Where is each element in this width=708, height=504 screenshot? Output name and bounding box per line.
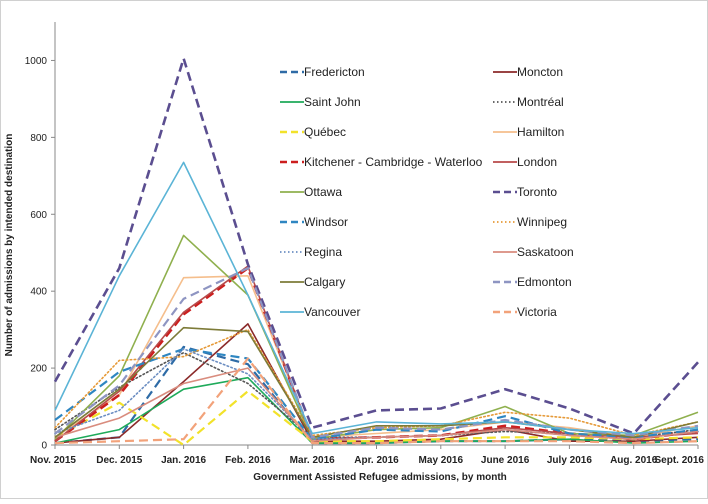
legend-item-hamilton: Hamilton [493, 125, 564, 139]
legend-item-victoria: Victoria [493, 305, 557, 319]
series-layer [53, 57, 699, 447]
y-axis-title: Number of admissions by intended destina… [4, 134, 15, 357]
legend-label: Regina [304, 245, 342, 259]
legend-item-calgary: Calgary [280, 275, 345, 289]
legend-label: Calgary [304, 275, 345, 289]
legend-label: Montréal [517, 95, 564, 109]
x-axis-title: Government Assisted Refugee admissions, … [253, 472, 507, 483]
x-tick-label: Jan. 2016 [161, 455, 206, 466]
x-tick-label: Mar. 2016 [290, 455, 335, 466]
legend-item-kitchener-cambridge-waterloo: Kitchener - Cambridge - Waterloo [280, 155, 483, 169]
axes: 0 200 400 600 800 1000 Nov. 2015 Dec. 2015 Jan. … [25, 22, 705, 466]
legend-label: Fredericton [304, 65, 365, 79]
x-tick-label: Dec. 2015 [96, 455, 143, 466]
x-tick-label: June 2016 [481, 455, 530, 466]
legend-label: Edmonton [517, 275, 572, 289]
series-line-quebec [54, 390, 699, 447]
legend-label: Saskatoon [517, 245, 574, 259]
legend-label: Victoria [517, 305, 557, 319]
series-line-vancouver [54, 161, 699, 435]
legend-item-fredericton: Fredericton [280, 65, 365, 79]
legend-item-ottawa: Ottawa [280, 185, 342, 199]
legend: Fredericton Moncton Saint John Montréal Québ… [280, 65, 574, 319]
legend-label: Toronto [517, 185, 557, 199]
legend-label: Windsor [304, 215, 348, 229]
legend-label: Hamilton [517, 125, 564, 139]
y-tick-label: 200 [30, 364, 47, 375]
x-tick-label: July 2016 [547, 455, 592, 466]
legend-item-windsor: Windsor [280, 215, 348, 229]
legend-label: Ottawa [304, 185, 342, 199]
legend-label: Québec [304, 125, 346, 139]
legend-item-regina: Regina [280, 245, 342, 259]
series-line-saint-john [54, 376, 699, 444]
legend-label: Moncton [517, 65, 563, 79]
legend-label: London [517, 155, 557, 169]
y-tick-label: 400 [30, 287, 47, 298]
legend-label: Kitchener - Cambridge - Waterloo [304, 155, 483, 169]
x-tick-label: Apr. 2016 [354, 455, 399, 466]
legend-label: Winnipeg [517, 215, 567, 229]
legend-label: Vancouver [304, 305, 360, 319]
x-tick-label: Feb. 2016 [225, 455, 271, 466]
series-line-victoria [54, 357, 699, 445]
series-line-windsor [54, 347, 699, 441]
legend-label: Saint John [304, 95, 361, 109]
y-tick-label: 1000 [25, 56, 48, 67]
legend-item-saint-john: Saint John [280, 95, 361, 109]
legend-item-london: London [493, 155, 557, 169]
x-tick-label: May 2016 [419, 455, 464, 466]
y-tick-label: 600 [30, 210, 47, 221]
x-tick-label: Nov. 2015 [30, 455, 76, 466]
y-tick-label: 0 [41, 441, 47, 452]
legend-item-montreal: Montréal [493, 95, 564, 109]
legend-item-winnipeg: Winnipeg [493, 215, 567, 229]
legend-item-quebec: Québec [280, 125, 346, 139]
y-tick-label: 800 [30, 133, 47, 144]
legend-item-moncton: Moncton [493, 65, 563, 79]
legend-item-saskatoon: Saskatoon [493, 245, 574, 259]
x-tick-label: Sept. 2016 [655, 455, 705, 466]
legend-item-vancouver: Vancouver [280, 305, 360, 319]
x-tick-label: Aug. 2016 [610, 455, 658, 466]
series-line-toronto [53, 57, 699, 435]
legend-item-edmonton: Edmonton [493, 275, 572, 289]
legend-item-toronto: Toronto [493, 185, 557, 199]
series-line-saskatoon [54, 367, 699, 443]
